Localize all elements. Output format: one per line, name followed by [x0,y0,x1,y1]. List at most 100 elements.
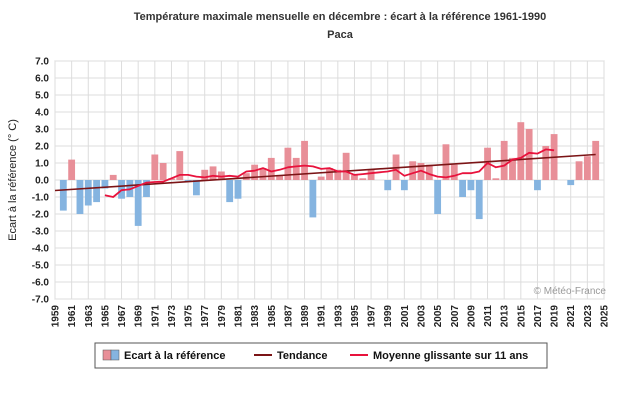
x-tick-label: 2005 [433,305,444,328]
x-tick-label: 1995 [350,305,361,328]
bar [209,166,217,180]
y-tick-label: -1.0 [32,193,50,204]
bar [201,169,209,180]
bar [351,174,358,180]
x-tick-label: 1989 [300,305,311,328]
bar [509,157,516,180]
x-tick-label: 2025 [600,305,611,328]
bar [267,157,275,180]
chart-title: Température maximale mensuelle en décemb… [134,11,547,23]
legend-item-ecart: Ecart à la référence [102,349,226,362]
bar [143,180,150,197]
bar [284,147,292,180]
x-tick-label: 1963 [84,305,95,328]
credit-text: © Météo-France [534,286,607,297]
bar [525,129,533,180]
bar [400,180,408,191]
x-tick-label: 1981 [234,305,245,328]
y-tick-label: 6.0 [35,74,49,85]
legend-label-moyenne: Moyenne glissante sur 11 ans [373,350,528,362]
bar [301,140,308,180]
bar [534,180,541,191]
bar [434,180,442,214]
y-tick-label: -7.0 [32,295,50,306]
bar [93,180,101,203]
x-tick-label: 1971 [150,305,161,328]
x-tick-label: 1993 [333,305,344,328]
x-tick-label: 1965 [100,305,111,328]
y-axis-label: Ecart à la référence (° C) [7,119,19,241]
y-tick-label: -2.0 [32,210,50,221]
y-tick-label: 7.0 [35,57,49,68]
bar [583,156,591,180]
legend-box [94,342,548,369]
bar [409,161,417,180]
bar [226,180,234,203]
bar [567,180,575,186]
x-tick-label: 2003 [417,305,428,328]
y-tick-label: 0.0 [35,176,49,187]
y-tick-label: -4.0 [32,244,50,255]
x-tick-label: 2009 [466,305,477,328]
bar [276,174,284,180]
legend-label-ecart: Ecart à la référence [124,350,226,362]
bar [367,169,375,180]
trend-line [54,153,596,192]
legend-item-moyenne: Moyenne glissante sur 11 ans [350,350,528,362]
moving-average-line [104,148,555,198]
bar [359,178,367,180]
bar [467,180,475,191]
x-tick-labels: 1959 1961 1963 1965 1967 1969 1971 1973 1975 1977… [51,305,611,328]
bar [134,180,142,226]
lines [54,148,596,198]
y-tick-label: -5.0 [32,261,50,272]
x-tick-label: 1985 [267,305,278,328]
x-tick-label: 1979 [217,305,228,328]
legend-label-tendance: Tendance [277,350,328,362]
x-tick-label: 2017 [533,305,544,328]
bar [59,180,67,211]
bar [159,163,167,180]
bar [192,180,200,196]
bar [317,176,325,180]
bar [151,154,159,180]
y-tick-label: -6.0 [32,278,50,289]
bar [251,164,259,180]
x-tick-label: 2007 [450,305,461,328]
chart-subtitle: Paca [327,29,354,41]
bar [517,122,525,180]
legend-swatch-positive [102,349,112,361]
y-tick-label: -3.0 [32,227,50,238]
bar [234,180,242,199]
bar [176,151,184,180]
bar [334,169,342,180]
bar [84,180,92,206]
legend: Ecart à la référence Tendance Moyenne gl… [94,342,548,369]
x-tick-label: 1991 [317,305,328,328]
x-tick-label: 2013 [500,305,511,328]
x-tick-label: 2023 [583,305,594,328]
bar [384,180,392,191]
bar [442,144,450,180]
legend-swatch-negative [110,349,120,361]
y-tick-label: 5.0 [35,91,49,102]
bar [475,180,483,220]
bar [450,164,458,180]
y-tick-labels: 7.0 6.0 5.0 4.0 3.0 2.0 1.0 0.0 -1.0 -2.0 -3.0 -4.0… [32,57,50,306]
bar [242,173,250,180]
bar [542,146,550,180]
x-tick-label: 1983 [250,305,261,328]
x-tick-label: 1973 [167,305,178,328]
bar [425,164,433,180]
bar [101,180,109,189]
bar [575,161,583,180]
y-tick-label: 3.0 [35,125,49,136]
x-tick-label: 1997 [367,305,378,328]
x-tick-label: 2011 [483,305,494,327]
x-tick-label: 2019 [550,305,561,328]
bar [76,180,84,214]
bar [592,140,600,180]
bar [459,180,467,197]
y-tick-label: 2.0 [35,142,49,153]
